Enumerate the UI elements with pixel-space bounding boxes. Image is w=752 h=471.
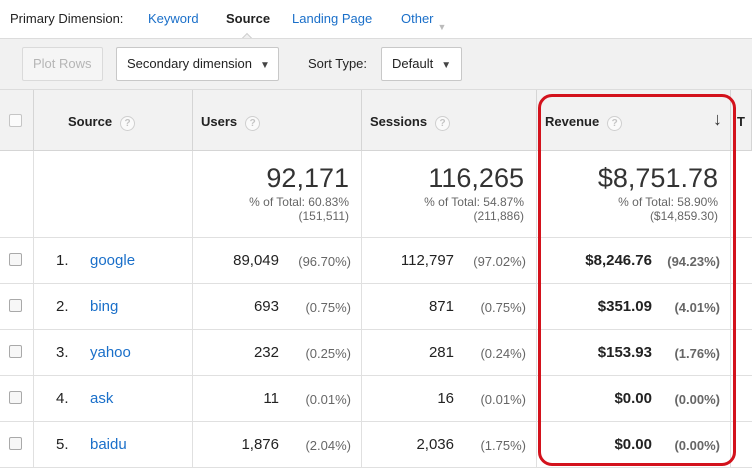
table-toolbar: Plot Rows Secondary dimension ▼ Sort Type… xyxy=(0,38,752,90)
sessions-value: 281 xyxy=(428,344,454,361)
row-checkbox[interactable] xyxy=(9,299,22,312)
sort-type-label: Sort Type: xyxy=(308,56,368,71)
table-row: 5. baidu 1,876 (2.04%) 2,036 (1.75%) $0.… xyxy=(0,422,752,468)
row-index: 3. xyxy=(56,344,69,361)
users-percent: (0.25%) xyxy=(305,346,351,361)
sessions-total-value: 116,265 xyxy=(428,163,524,193)
row-checkbox[interactable] xyxy=(9,345,22,358)
plot-rows-button[interactable]: Plot Rows xyxy=(22,47,103,81)
revenue-total-value: $8,751.78 xyxy=(597,163,718,193)
sessions-value: 871 xyxy=(428,298,454,315)
row-checkbox[interactable] xyxy=(9,253,22,266)
sessions-value: 112,797 xyxy=(400,252,454,269)
table-row: 4. ask 11 (0.01%) 16 (0.01%) $0.00 (0.00… xyxy=(0,376,752,422)
sessions-value: 2,036 xyxy=(416,436,454,453)
secondary-dimension-dropdown[interactable]: Secondary dimension ▼ xyxy=(116,47,279,81)
users-total-value: 92,171 xyxy=(266,163,349,193)
column-header-revenue[interactable]: Revenue? xyxy=(545,114,623,131)
caret-down-icon: ▼ xyxy=(260,60,270,71)
column-header-sessions[interactable]: Sessions? xyxy=(370,114,451,131)
sessions-value: 16 xyxy=(437,390,454,407)
users-percent: (0.75%) xyxy=(305,300,351,315)
sessions-total-detail: % of Total: 54.87% (211,886) xyxy=(424,195,524,223)
row-index: 2. xyxy=(56,298,69,315)
revenue-percent: (0.00%) xyxy=(674,392,720,407)
revenue-percent: (1.76%) xyxy=(674,346,720,361)
help-icon[interactable]: ? xyxy=(245,116,261,131)
select-all-checkbox[interactable] xyxy=(9,114,22,127)
users-value: 693 xyxy=(253,298,279,315)
help-icon[interactable]: ? xyxy=(435,116,451,131)
revenue-value: $351.09 xyxy=(597,298,652,315)
dimension-landing-page-link[interactable]: Landing Page xyxy=(292,11,373,26)
revenue-percent: (4.01%) xyxy=(674,300,720,315)
dimension-other-label: Other xyxy=(401,11,434,26)
table-row: 1. google 89,049 (96.70%) 112,797 (97.02… xyxy=(0,238,752,284)
users-percent: (96.70%) xyxy=(298,254,351,269)
row-index: 4. xyxy=(56,390,69,407)
table-row: 3. yahoo 232 (0.25%) 281 (0.24%) $153.93… xyxy=(0,330,752,376)
sessions-percent: (0.24%) xyxy=(480,346,526,361)
source-link[interactable]: yahoo xyxy=(90,344,131,361)
caret-down-icon: ▼ xyxy=(437,22,447,32)
data-table: Source? Users? Sessions? Revenue? ↓ T 9 xyxy=(0,90,752,471)
revenue-value: $8,246.76 xyxy=(585,252,652,269)
revenue-value: $0.00 xyxy=(614,436,652,453)
caret-down-icon: ▼ xyxy=(441,60,452,71)
source-link[interactable]: bing xyxy=(90,298,119,315)
source-link[interactable]: google xyxy=(90,252,136,269)
sessions-percent: (0.75%) xyxy=(480,300,526,315)
secondary-dimension-label: Secondary dimension xyxy=(127,56,253,71)
users-value: 89,049 xyxy=(233,252,279,269)
users-total-detail: % of Total: 60.83% (151,511) xyxy=(249,195,349,223)
users-value: 11 xyxy=(263,390,279,407)
sessions-percent: (1.75%) xyxy=(480,438,526,453)
primary-dimension-bar: Primary Dimension: Keyword Source Landin… xyxy=(0,0,752,38)
dimension-keyword-link[interactable]: Keyword xyxy=(148,11,199,26)
column-header-users[interactable]: Users? xyxy=(201,114,261,131)
column-header-source[interactable]: Source? xyxy=(68,114,136,131)
sessions-percent: (97.02%) xyxy=(473,254,526,269)
column-header-truncated[interactable]: T xyxy=(737,114,745,129)
table-header-row: Source? Users? Sessions? Revenue? ↓ T xyxy=(0,90,752,151)
dimension-source-active[interactable]: Source xyxy=(226,11,271,26)
source-link[interactable]: ask xyxy=(90,390,114,407)
users-value: 232 xyxy=(253,344,279,361)
sessions-percent: (0.01%) xyxy=(480,392,526,407)
help-icon[interactable]: ? xyxy=(607,116,623,131)
row-index: 5. xyxy=(56,436,69,453)
revenue-value: $153.93 xyxy=(597,344,652,361)
table-row: 2. bing 693 (0.75%) 871 (0.75%) $351.09 … xyxy=(0,284,752,330)
row-index: 1. xyxy=(56,252,69,269)
users-value: 1,876 xyxy=(241,436,279,453)
sort-type-dropdown[interactable]: Default ▼ xyxy=(381,47,463,81)
source-link[interactable]: baidu xyxy=(90,436,127,453)
help-icon[interactable]: ? xyxy=(120,116,136,131)
totals-row: 92,171 % of Total: 60.83% (151,511) 116,… xyxy=(0,151,752,238)
revenue-value: $0.00 xyxy=(614,390,652,407)
users-percent: (2.04%) xyxy=(305,438,351,453)
sort-descending-arrow-icon[interactable]: ↓ xyxy=(713,109,722,129)
primary-dimension-label: Primary Dimension: xyxy=(10,11,124,26)
revenue-total-detail: % of Total: 58.90% ($14,859.30) xyxy=(618,195,718,223)
row-checkbox[interactable] xyxy=(9,437,22,450)
sort-type-value: Default xyxy=(392,56,434,71)
revenue-percent: (94.23%) xyxy=(667,254,720,269)
dimension-other-dropdown[interactable]: Other ▼ xyxy=(401,11,446,32)
revenue-percent: (0.00%) xyxy=(674,438,720,453)
users-percent: (0.01%) xyxy=(305,392,351,407)
row-checkbox[interactable] xyxy=(9,391,22,404)
